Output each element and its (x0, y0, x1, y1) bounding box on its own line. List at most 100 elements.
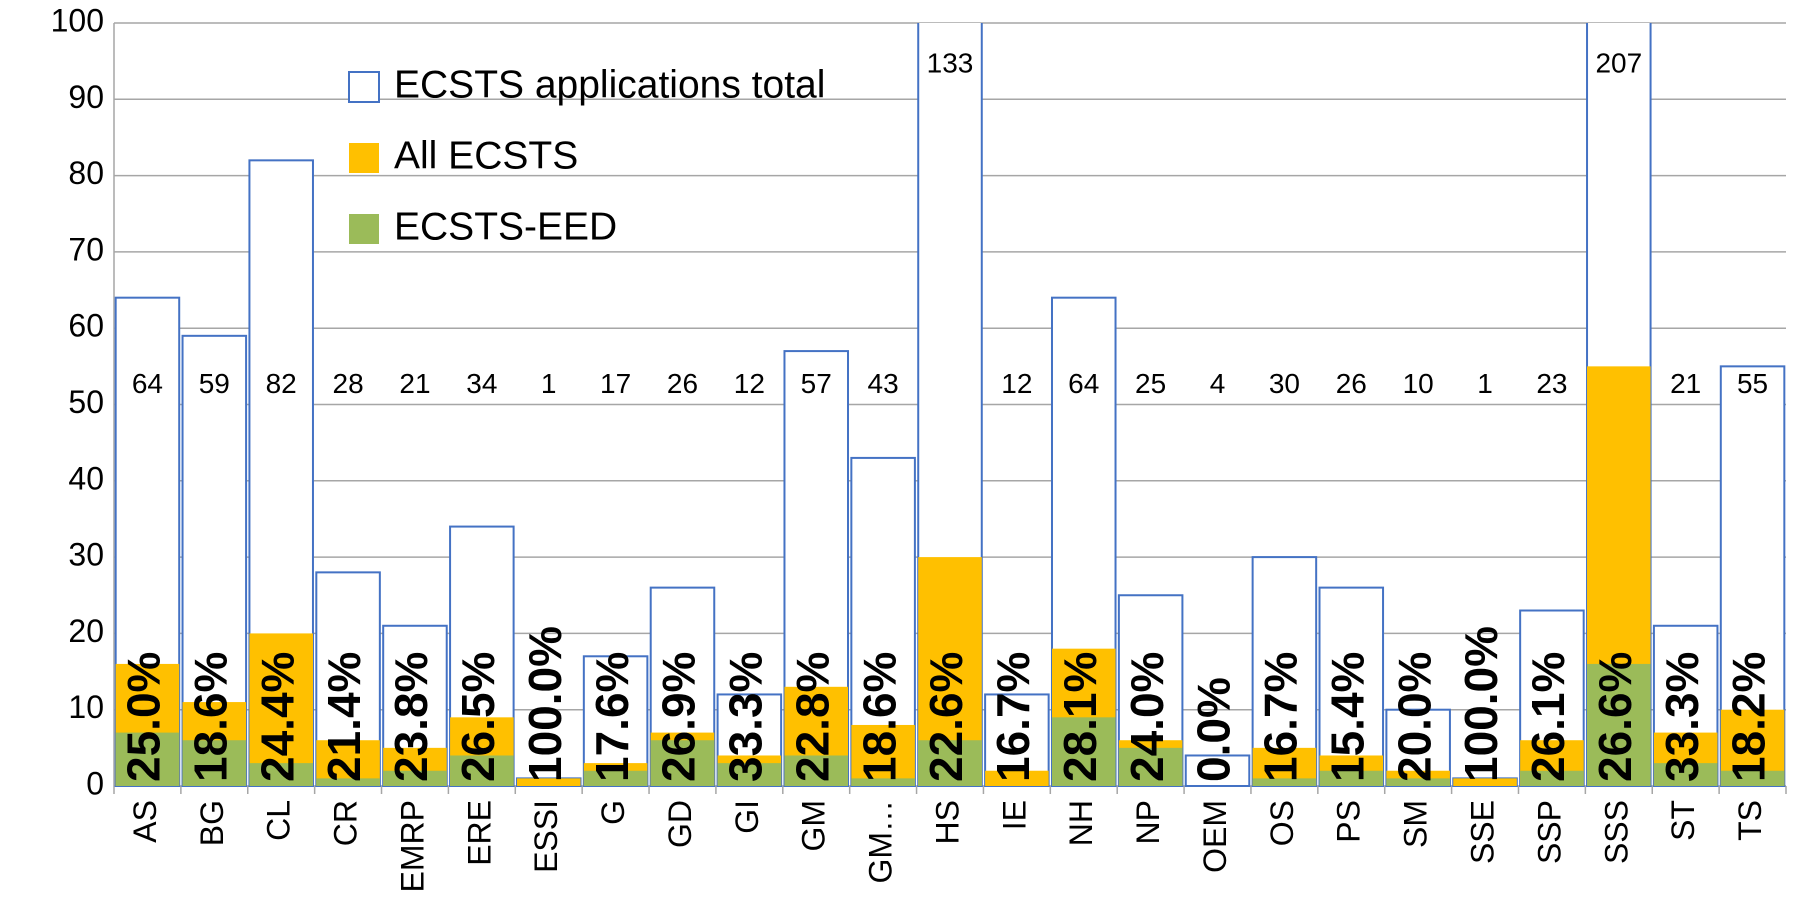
total-label: 10 (1403, 368, 1434, 399)
total-label: 26 (1336, 368, 1367, 399)
bar (583, 770, 648, 786)
bar (1386, 778, 1450, 786)
total-label: 21 (399, 368, 430, 399)
bar (985, 770, 1049, 786)
percent-label: 22.8% (786, 652, 838, 782)
percent-label: 26.5% (452, 652, 504, 782)
x-tick-label: AS (127, 800, 163, 843)
total-label: 1 (1477, 368, 1493, 399)
percent-label: 21.4% (318, 652, 370, 782)
x-tick-label: OEM (1197, 800, 1233, 873)
total-label: 207 (1595, 47, 1642, 78)
x-tick-label: EMRP (394, 800, 430, 892)
x-tick-label: NH (1063, 800, 1099, 846)
total-label: 25 (1135, 368, 1166, 399)
total-label: 28 (333, 368, 364, 399)
total-label: 17 (600, 368, 631, 399)
bar (851, 724, 915, 786)
percent-label: 100.0% (519, 626, 571, 782)
total-label: 133 (927, 47, 974, 78)
x-tick-label: NP (1130, 800, 1166, 844)
bar (1520, 770, 1584, 786)
bar (1118, 747, 1183, 786)
bar (918, 740, 982, 786)
x-tick-label: IE (996, 800, 1032, 830)
y-tick-label: 40 (68, 460, 104, 496)
y-tick-label: 80 (68, 155, 104, 191)
bar (316, 778, 380, 786)
bar (383, 770, 447, 786)
percent-label: 0.0% (1188, 677, 1240, 782)
bar (650, 740, 715, 786)
percent-label: 15.4% (1321, 652, 1373, 782)
total-label: 4 (1210, 368, 1226, 399)
y-tick-label: 0 (86, 765, 104, 801)
percent-label: 26.9% (653, 652, 705, 782)
legend-swatch (349, 143, 379, 173)
bar (1453, 778, 1517, 786)
total-label: 59 (199, 368, 230, 399)
y-tick-label: 30 (68, 537, 104, 573)
labels: 0 10 20 30 40 50 60 70 80 90 100 AS 64 25.0% BG 59 18.6%… (51, 2, 1775, 892)
percent-label: 33.3% (720, 652, 772, 782)
percent-label: 17.6% (586, 652, 638, 782)
bar (450, 755, 514, 786)
total-label: 64 (132, 368, 163, 399)
x-tick-label: CR (328, 800, 364, 846)
percent-label: 22.6% (920, 652, 972, 782)
bar (717, 763, 782, 786)
total-bar (1184, 754, 1251, 787)
x-tick-label: ESSI (528, 800, 564, 873)
total-label: 12 (1001, 368, 1032, 399)
legend-label: ECSTS applications total (394, 63, 825, 106)
bar (1653, 763, 1718, 786)
bar (784, 755, 849, 786)
bar (1720, 770, 1785, 786)
total-label: 82 (266, 368, 297, 399)
percent-label: 24.0% (1121, 652, 1173, 782)
bar (1319, 770, 1384, 786)
total-label: 21 (1670, 368, 1701, 399)
bars (114, 23, 1786, 788)
legend-swatch (348, 71, 380, 103)
legend-label: All ECSTS (394, 134, 578, 177)
x-tick-label: GM (796, 800, 832, 852)
percent-label: 26.1% (1522, 652, 1574, 782)
x-tick-label: SSE (1464, 800, 1500, 864)
x-tick-label: CL (261, 800, 297, 841)
bar (516, 778, 581, 786)
y-tick-label: 100 (51, 2, 104, 38)
total-label: 1 (541, 368, 557, 399)
legend-swatch (349, 214, 379, 244)
percent-label: 23.8% (385, 652, 437, 782)
x-tick-label: ST (1665, 800, 1701, 841)
y-tick-label: 50 (68, 384, 104, 420)
y-tick-label: 60 (68, 308, 104, 344)
total-label: 64 (1068, 368, 1099, 399)
legend-label: ECSTS-EED (394, 205, 617, 248)
x-tick-label: SSP (1531, 800, 1567, 864)
x-tick-label: SM (1398, 800, 1434, 848)
bar (1587, 663, 1651, 786)
x-tick-label: GM… (863, 800, 899, 884)
bar (182, 740, 247, 786)
percent-label: 18.2% (1723, 652, 1775, 782)
bar (249, 633, 313, 786)
bar (1051, 717, 1116, 786)
total-bar (1318, 586, 1385, 787)
percent-label: 100.0% (1455, 626, 1507, 782)
x-tick-label: GI (729, 800, 765, 834)
total-label: 12 (734, 368, 765, 399)
percent-label: 28.1% (1054, 652, 1106, 782)
x-tick-label: GD (662, 800, 698, 848)
total-label: 55 (1737, 368, 1768, 399)
total-label: 30 (1269, 368, 1300, 399)
bar (249, 763, 313, 786)
bar (1252, 778, 1317, 786)
x-tick-label: PS (1331, 800, 1367, 843)
x-tick-label: OS (1264, 800, 1300, 846)
percent-label: 25.0% (118, 652, 170, 782)
total-label: 43 (868, 368, 899, 399)
x-tick-label: SSS (1598, 800, 1634, 864)
